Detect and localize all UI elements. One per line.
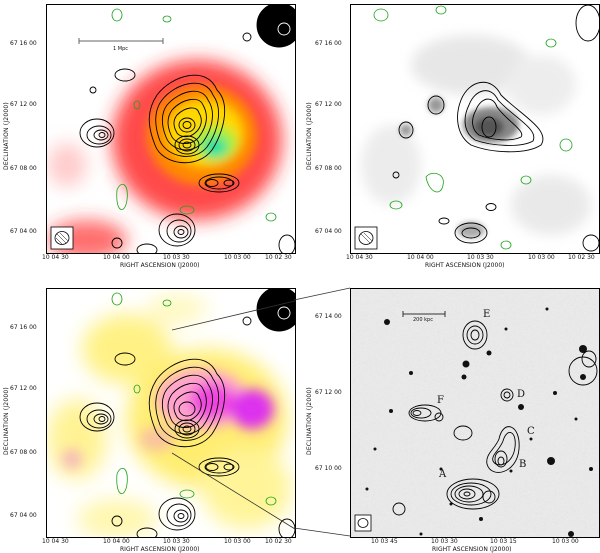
optical-sources <box>365 307 593 537</box>
x-tick: 10 04 00 <box>103 538 130 545</box>
y-axis-label: DECLINATION (J2000) <box>306 387 313 455</box>
green-contours <box>111 292 277 506</box>
y-tick: 67 12 00 <box>315 101 342 108</box>
y-tick: 67 16 00 <box>10 40 37 47</box>
panel-top-right <box>350 4 600 254</box>
radio-contours <box>79 289 295 537</box>
panel-top-left: 1 Mpc <box>46 4 296 254</box>
x-axis-label: RIGHT ASCENSION (J2000) <box>120 262 200 269</box>
x-tick: 10 04 00 <box>103 254 130 261</box>
y-tick: 67 08 00 <box>10 165 37 172</box>
y-tick: 67 10 00 <box>315 465 342 472</box>
source-label-c: C <box>527 426 535 437</box>
x-tick: 10 03 45 <box>371 538 398 545</box>
x-axis-label: RIGHT ASCENSION (J2000) <box>432 546 512 553</box>
radio-contours <box>392 5 599 252</box>
y-tick: 67 12 00 <box>315 389 342 396</box>
y-tick: 67 14 00 <box>315 313 342 320</box>
y-tick: 67 12 00 <box>10 385 37 392</box>
radio-contours <box>79 5 295 253</box>
green-contours <box>111 8 277 222</box>
source-label-e: E <box>483 309 491 320</box>
y-axis-label: DECLINATION (J2000) <box>3 102 10 170</box>
y-tick: 67 04 00 <box>315 228 342 235</box>
y-axis-label: DECLINATION (J2000) <box>306 102 313 170</box>
x-tick: 10 03 00 <box>528 254 555 261</box>
x-tick: 10 03 00 <box>224 538 251 545</box>
panel-bottom-right: 200 kpc E D F C B A <box>350 288 600 538</box>
optical-image-overlay <box>351 289 599 537</box>
x-tick: 10 03 30 <box>467 254 494 261</box>
x-tick: 10 04 30 <box>42 254 69 261</box>
radio-optical-density-overlay <box>47 289 295 537</box>
scale-label: 200 kpc <box>413 317 433 323</box>
x-tick: 10 03 30 <box>163 254 190 261</box>
x-tick: 10 03 00 <box>552 538 579 545</box>
xray-grayscale-overlay <box>354 5 599 252</box>
green-contours <box>373 5 573 250</box>
x-tick: 10 03 15 <box>490 538 517 545</box>
radio-xray-overlay <box>47 5 295 253</box>
y-tick: 67 12 00 <box>10 101 37 108</box>
x-tick: 10 04 30 <box>346 254 373 261</box>
y-tick: 67 04 00 <box>10 228 37 235</box>
x-tick: 10 02 30 <box>568 254 595 261</box>
y-tick: 67 04 00 <box>10 512 37 519</box>
y-tick: 67 08 00 <box>10 449 37 456</box>
x-axis-label: RIGHT ASCENSION (J2000) <box>120 546 200 553</box>
x-tick: 10 02 30 <box>265 254 292 261</box>
panel-bottom-left <box>46 288 296 538</box>
x-tick: 10 04 30 <box>42 538 69 545</box>
x-axis-label: RIGHT ASCENSION (J2000) <box>425 262 505 269</box>
source-label-a: A <box>439 469 447 480</box>
y-axis-label: DECLINATION (J2000) <box>3 387 10 455</box>
y-tick: 67 16 00 <box>315 40 342 47</box>
x-tick: 10 04 00 <box>407 254 434 261</box>
scale-label: 1 Mpc <box>113 46 129 52</box>
source-label-b: B <box>519 459 527 470</box>
x-tick: 10 03 00 <box>224 254 251 261</box>
y-tick: 67 16 00 <box>10 324 37 331</box>
source-label-f: F <box>437 395 444 406</box>
x-tick: 10 03 30 <box>163 538 190 545</box>
y-tick: 67 08 00 <box>315 165 342 172</box>
radio-contours <box>392 320 598 516</box>
x-tick: 10 03 30 <box>431 538 458 545</box>
source-label-d: D <box>517 389 526 400</box>
x-tick: 10 02 30 <box>265 538 292 545</box>
